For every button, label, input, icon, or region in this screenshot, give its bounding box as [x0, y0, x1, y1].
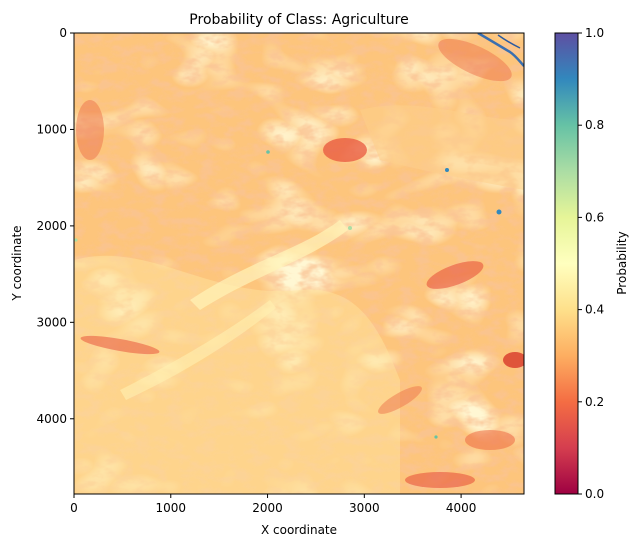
- heatmap-image: [74, 33, 524, 494]
- colorbar-label: Probability: [615, 231, 629, 294]
- colorbar: [554, 32, 579, 495]
- x-tick-label: 1000: [156, 501, 187, 515]
- chart-title: Probability of Class: Agriculture: [189, 12, 408, 28]
- y-tick-label: 0: [59, 26, 67, 40]
- plot-frame: [73, 32, 525, 495]
- dark-patch-6: [465, 430, 515, 450]
- dark-patch-1: [323, 138, 367, 162]
- light-streak-diagonal: [190, 220, 348, 310]
- y-tick-label: 3000: [36, 315, 67, 329]
- green-spot-2: [496, 209, 502, 215]
- green-spot-1: [445, 168, 449, 172]
- dark-patch-8: [76, 100, 104, 160]
- x-tick-label: 3000: [349, 501, 380, 515]
- dark-patch-7: [438, 38, 512, 82]
- green-spot-3: [266, 150, 270, 154]
- colorbar-tick-label: 0.4: [585, 303, 604, 317]
- dark-patch-5: [405, 472, 475, 488]
- y-axis-label: Y coordinate: [10, 225, 24, 301]
- green-spot-4: [348, 226, 352, 230]
- dark-patch-4: [80, 335, 160, 355]
- x-tick-label: 0: [70, 501, 78, 515]
- light-band-upper-right: [360, 105, 524, 190]
- y-tick-label: 2000: [36, 219, 67, 233]
- colorbar-tick-label: 1.0: [585, 26, 604, 40]
- green-spot-6: [74, 238, 78, 242]
- colorbar-axis: 0.0 0.2 0.4 0.6 0.8 1.0: [578, 26, 604, 501]
- river-feature: [477, 33, 524, 67]
- x-tick-label: 2000: [252, 501, 283, 515]
- colorbar-tick-label: 0.8: [585, 118, 604, 132]
- x-axis-label: X coordinate: [261, 523, 337, 537]
- dark-patch-2: [426, 261, 484, 289]
- y-tick-label: 4000: [36, 412, 67, 426]
- colorbar-tick-label: 0.6: [585, 210, 604, 224]
- colorbar-tick-label: 0.2: [585, 395, 604, 409]
- dark-patch-3: [503, 352, 524, 368]
- x-axis: 0 1000 2000 3000 4000: [70, 494, 476, 515]
- river-feature-2: [497, 34, 521, 49]
- green-spot-5: [434, 435, 438, 439]
- x-tick-label: 4000: [446, 501, 477, 515]
- light-region-center: [74, 255, 400, 494]
- dark-patch-9: [378, 386, 422, 414]
- heatmap-texture: [74, 33, 524, 494]
- y-tick-label: 1000: [36, 122, 67, 136]
- colorbar-tick-label: 0.0: [585, 487, 604, 501]
- light-streak-lower: [120, 300, 276, 400]
- y-axis: 0 1000 2000 3000 4000: [36, 26, 74, 426]
